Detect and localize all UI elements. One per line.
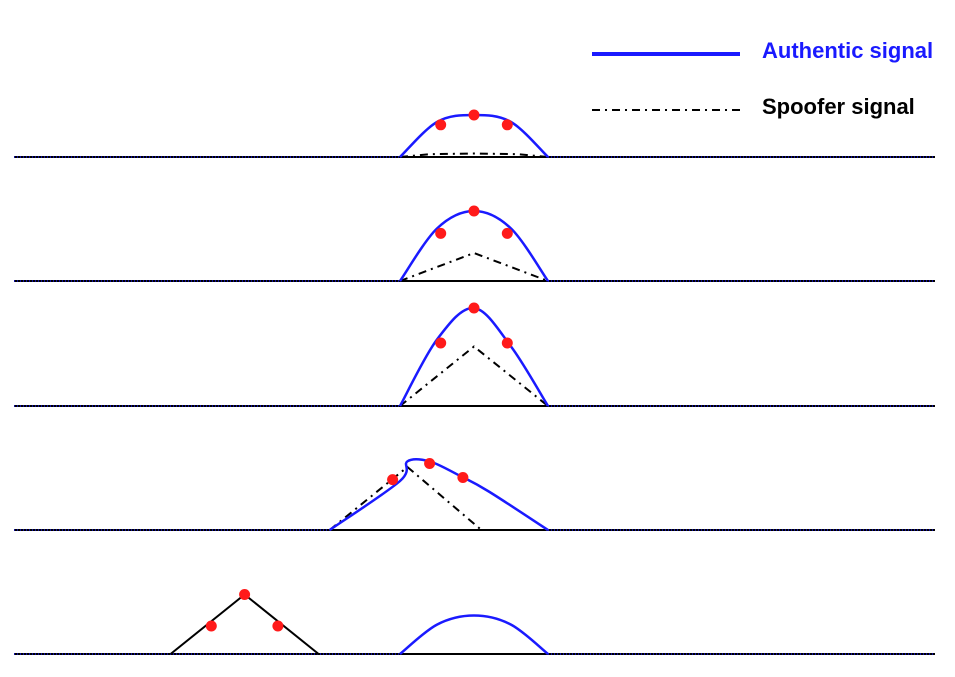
correlator-marker bbox=[468, 302, 480, 314]
correlator-marker bbox=[239, 589, 251, 600]
correlator-marker bbox=[501, 119, 513, 131]
spoofer-curve bbox=[399, 152, 549, 158]
authentic-curve bbox=[398, 209, 550, 282]
correlator-marker bbox=[501, 227, 513, 239]
signal-panels bbox=[14, 109, 935, 655]
correlator-marker bbox=[468, 205, 480, 217]
correlator-marker bbox=[435, 227, 447, 239]
spoofer-curve bbox=[399, 251, 549, 282]
correlator-marker bbox=[424, 458, 436, 469]
correlator-marker bbox=[435, 337, 447, 349]
spoofer-peak bbox=[169, 593, 320, 655]
spoofer-curve bbox=[329, 465, 548, 531]
legend-spoofer-label: Spoofer signal bbox=[762, 94, 915, 119]
signal-panel bbox=[14, 302, 935, 407]
signal-panel bbox=[14, 109, 935, 158]
authentic-curve bbox=[399, 113, 549, 158]
spoofer-curve bbox=[399, 345, 549, 407]
correlator-marker bbox=[205, 620, 217, 632]
legend-lines bbox=[592, 52, 740, 111]
authentic-curve bbox=[398, 306, 550, 407]
correlator-marker bbox=[457, 472, 469, 483]
correlator-marker bbox=[435, 119, 447, 131]
signal-panel bbox=[14, 589, 935, 655]
signal-panel bbox=[14, 458, 935, 532]
correlator-marker bbox=[272, 620, 284, 632]
signal-panel bbox=[14, 205, 935, 282]
correlator-marker bbox=[501, 337, 513, 349]
legend-authentic-label: Authentic signal bbox=[762, 38, 934, 63]
correlator-marker bbox=[387, 474, 399, 486]
correlator-marker bbox=[468, 109, 480, 121]
authentic-curve bbox=[399, 614, 549, 655]
